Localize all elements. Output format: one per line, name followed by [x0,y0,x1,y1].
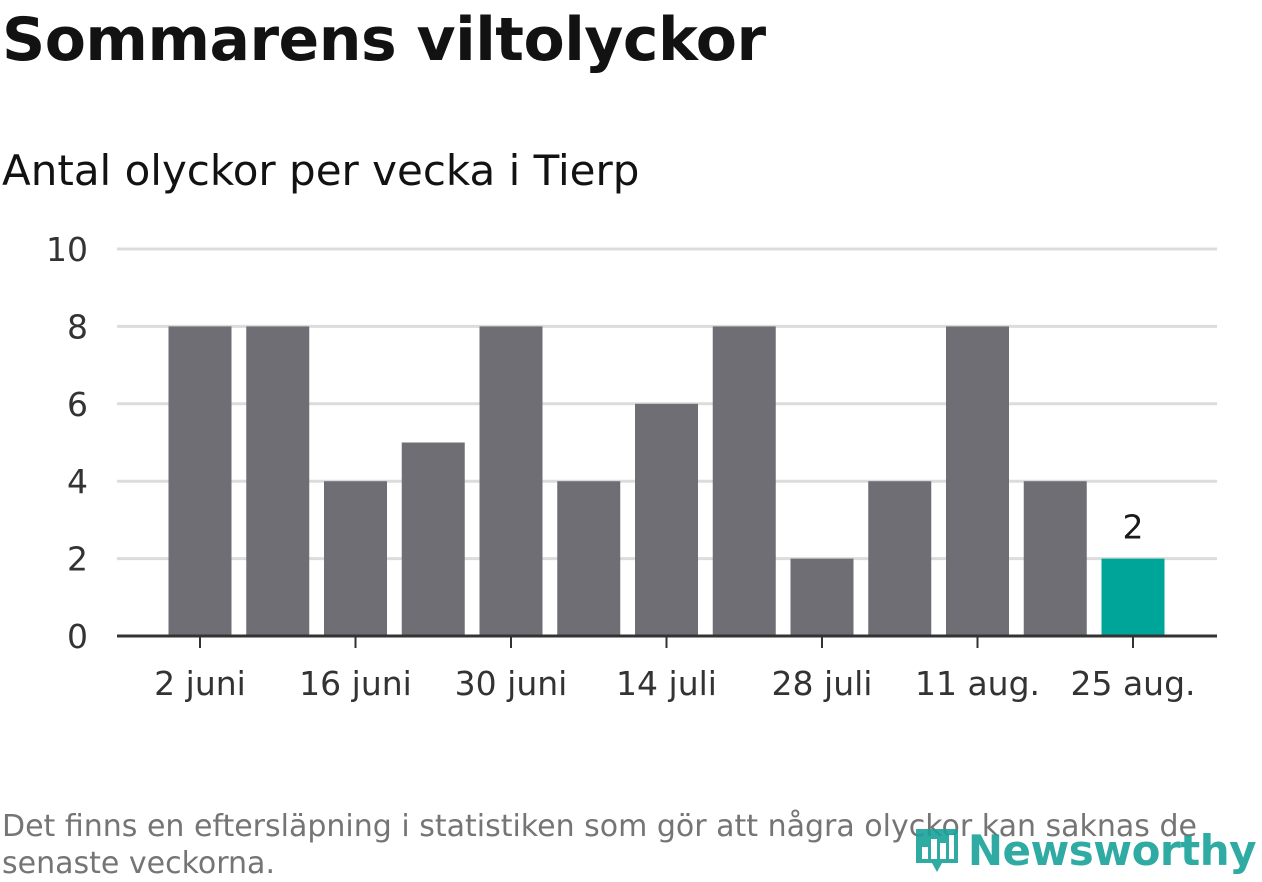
y-tick-label: 6 [67,385,88,424]
bar-21-juli [712,326,776,636]
y-tick-label: 8 [67,307,88,346]
bar-14-juli [635,403,698,636]
bar-23-juni [401,442,465,636]
footnote: Det finns en eftersläpning i statistiken… [2,809,1197,881]
bar-9-juni [246,326,310,636]
data-labels: 2 [1123,508,1144,547]
bar-4-aug [868,481,932,636]
bar-18-aug [1023,481,1087,636]
x-tick-label: 30 juni [455,664,568,703]
bar-2-juni [168,326,232,636]
bar-25-aug [1101,558,1165,636]
bar-28-juli [790,558,854,636]
y-tick-label: 2 [67,540,88,579]
y-tick-label: 0 [67,617,88,656]
chart-subtitle: Antal olyckor per vecka i Tierp [2,146,640,195]
bar-chart-pin-icon [915,829,958,872]
chart-title: Sommarens viltolyckor [2,5,766,75]
x-tick-label: 25 aug. [1070,664,1195,703]
y-tick-label: 4 [67,462,88,501]
y-tick-label: 10 [46,230,88,269]
bar-11-aug [946,326,1009,636]
newsworthy-logo: Newsworthy [912,825,1257,875]
x-tick-label: 11 aug. [915,664,1040,703]
bars [168,326,1165,636]
x-tick-label: 28 juli [772,664,873,703]
bar-7-juli [557,481,621,636]
bar-16-juni [324,481,387,636]
x-tick-label: 2 juni [154,664,246,703]
y-axis-ticks: 0 2 4 6 8 10 [46,230,88,656]
x-tick-label: 16 juni [299,664,412,703]
data-label: 2 [1123,508,1144,547]
logo-text: Newsworthy [967,825,1257,875]
x-axis-ticks: 2 juni 16 juni 30 juni 14 juli 28 juli 11 aug… [154,636,1196,703]
bar-30-juni [479,326,543,636]
x-tick-label: 14 juli [616,664,717,703]
